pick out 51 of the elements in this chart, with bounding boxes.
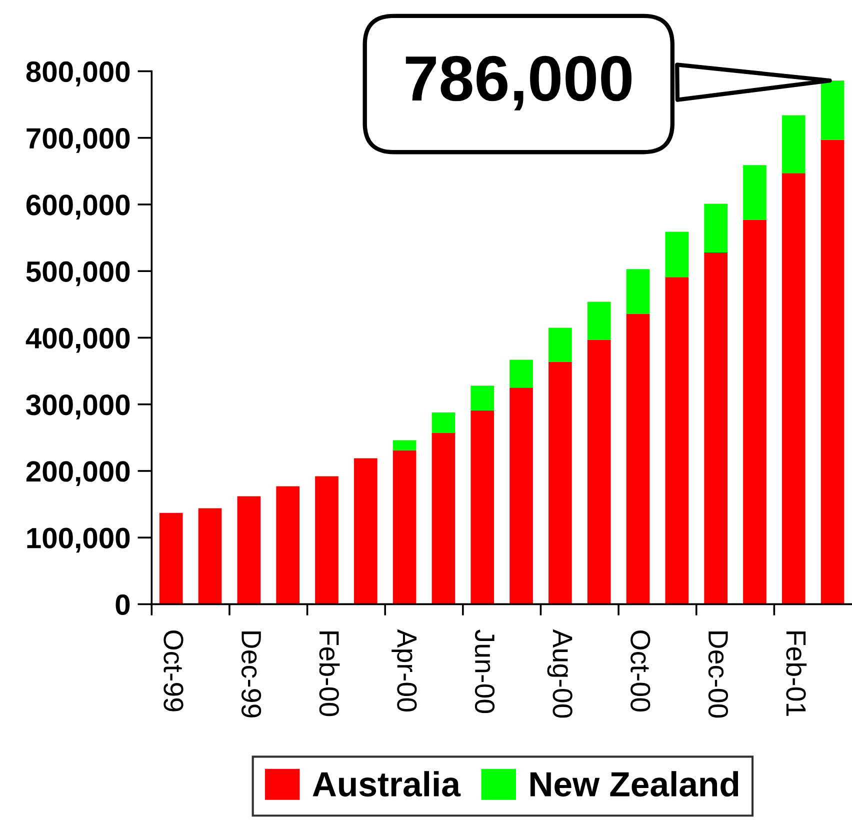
bar <box>470 386 494 410</box>
bar <box>510 388 533 604</box>
legend-label: New Zealand <box>530 771 738 797</box>
bar <box>743 220 766 604</box>
bar <box>587 302 611 340</box>
y-tick-label: 800,000 <box>26 61 130 86</box>
x-tick-label: Dec-99 <box>241 631 262 718</box>
x-tick-label: Dec-00 <box>708 631 728 718</box>
bar <box>782 115 806 174</box>
x-tick-label: Oct-99 <box>164 630 184 712</box>
x-tick-label: Aug-00 <box>547 629 572 718</box>
bar <box>237 496 261 604</box>
bar <box>432 412 456 433</box>
y-tick-label: 700,000 <box>26 128 130 153</box>
bar <box>432 432 456 604</box>
bar <box>392 450 416 604</box>
y-tick-label: 600,000 <box>26 194 130 220</box>
bar <box>704 252 728 604</box>
bar <box>626 314 650 604</box>
bar <box>704 204 728 252</box>
bar <box>354 458 378 604</box>
bar <box>743 165 766 220</box>
y-tick-label: 300,000 <box>26 394 130 420</box>
y-tick-label: 400,000 <box>26 328 130 353</box>
bar <box>587 340 611 604</box>
bar <box>548 362 572 604</box>
x-tick-label: Oct-00 <box>630 630 650 712</box>
x-tick-label: Feb-00 <box>319 631 340 716</box>
x-tick-label: Jun-00 <box>474 630 495 714</box>
bar <box>470 410 494 604</box>
x-tick-label: Apr-00 <box>392 629 417 712</box>
bar <box>315 476 338 604</box>
bar <box>782 173 806 604</box>
bar <box>198 508 222 604</box>
annotation: 786,000 <box>406 56 632 110</box>
bar <box>159 512 183 604</box>
y-tick-label: 500,000 <box>26 261 130 286</box>
bar <box>510 360 533 388</box>
bar <box>820 140 844 604</box>
bar <box>665 277 689 604</box>
bar <box>548 328 572 362</box>
legend-label: Australia <box>312 771 461 797</box>
bar <box>665 232 689 278</box>
y-tick-label: 200,000 <box>26 461 130 486</box>
bar <box>820 80 844 140</box>
bar <box>276 486 300 604</box>
x-tick-label: Feb-01 <box>786 631 807 716</box>
y-tick-label: 0 <box>116 594 130 616</box>
bar <box>392 440 416 450</box>
bar <box>626 269 650 314</box>
y-tick-label: 100,000 <box>27 528 130 553</box>
